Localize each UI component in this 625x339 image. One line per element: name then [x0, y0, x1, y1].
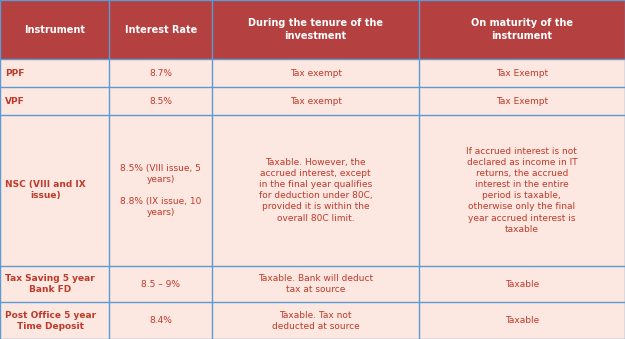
Text: Tax Saving 5 year
Bank FD: Tax Saving 5 year Bank FD — [5, 274, 95, 294]
Bar — [213, 115, 419, 266]
Bar — [213, 0, 419, 59]
Text: Tax exempt: Tax exempt — [289, 69, 342, 78]
Text: Taxable. Bank will deduct
tax at source: Taxable. Bank will deduct tax at source — [258, 274, 373, 294]
Text: Taxable: Taxable — [505, 316, 539, 325]
Text: 8.5% (VIII issue, 5
years)

8.8% (IX issue, 10
years): 8.5% (VIII issue, 5 years) 8.8% (IX issu… — [120, 164, 202, 217]
Bar — [419, 302, 625, 339]
Bar — [109, 266, 213, 302]
Text: PPF: PPF — [5, 69, 24, 78]
Bar — [0, 302, 109, 339]
Bar — [109, 87, 213, 115]
Text: If accrued interest is not
declared as income in IT
returns, the accrued
interes: If accrued interest is not declared as i… — [466, 147, 578, 234]
Text: Post Office 5 year
Time Deposit: Post Office 5 year Time Deposit — [5, 311, 96, 331]
Bar — [0, 266, 109, 302]
Text: Tax Exempt: Tax Exempt — [496, 69, 548, 78]
Bar — [419, 115, 625, 266]
Text: VPF: VPF — [5, 97, 25, 105]
Text: 8.5%: 8.5% — [149, 97, 173, 105]
Bar — [109, 115, 213, 266]
Text: 8.5 – 9%: 8.5 – 9% — [141, 280, 181, 288]
Bar — [0, 115, 109, 266]
Bar — [109, 302, 213, 339]
Bar — [109, 0, 213, 59]
Text: Interest Rate: Interest Rate — [125, 25, 197, 35]
Text: NSC (VIII and IX
issue): NSC (VIII and IX issue) — [5, 180, 86, 200]
Text: On maturity of the
instrument: On maturity of the instrument — [471, 18, 573, 41]
Bar — [213, 59, 419, 87]
Bar — [0, 87, 109, 115]
Bar — [109, 59, 213, 87]
Bar — [213, 87, 419, 115]
Bar — [213, 302, 419, 339]
Bar — [419, 87, 625, 115]
Text: 8.4%: 8.4% — [149, 316, 173, 325]
Bar — [419, 0, 625, 59]
Bar — [0, 59, 109, 87]
Text: Tax Exempt: Tax Exempt — [496, 97, 548, 105]
Text: During the tenure of the
investment: During the tenure of the investment — [248, 18, 383, 41]
Text: Taxable. However, the
accrued interest, except
in the final year qualifies
for d: Taxable. However, the accrued interest, … — [259, 158, 372, 223]
Bar — [0, 0, 109, 59]
Text: Tax exempt: Tax exempt — [289, 97, 342, 105]
Text: Taxable. Tax not
deducted at source: Taxable. Tax not deducted at source — [272, 311, 359, 331]
Text: Instrument: Instrument — [24, 25, 85, 35]
Text: 8.7%: 8.7% — [149, 69, 173, 78]
Text: Taxable: Taxable — [505, 280, 539, 288]
Bar — [419, 59, 625, 87]
Bar — [419, 266, 625, 302]
Bar — [213, 266, 419, 302]
